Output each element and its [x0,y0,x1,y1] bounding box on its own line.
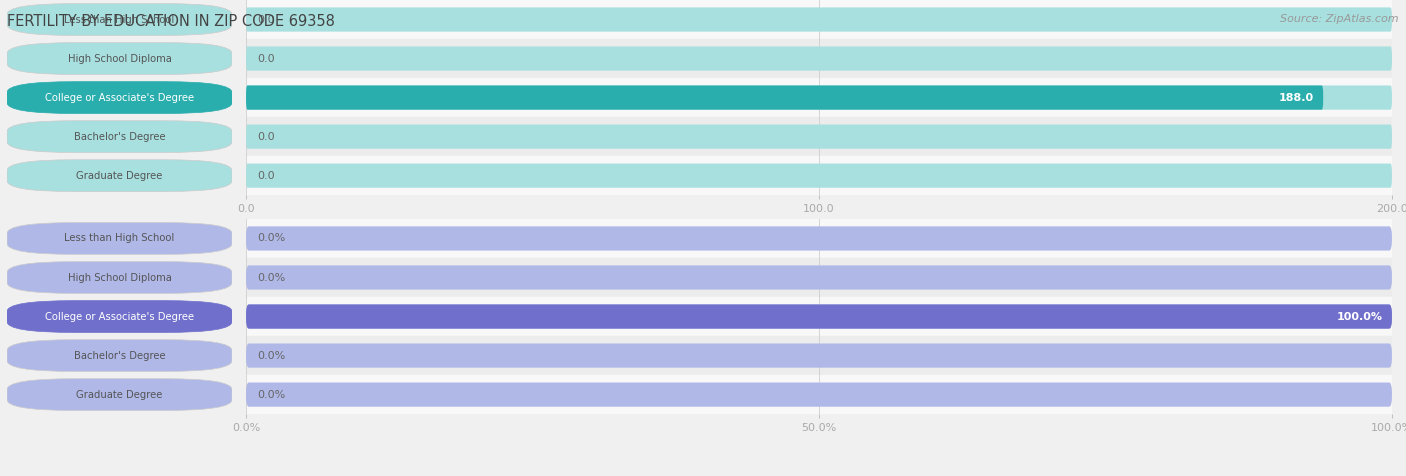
FancyBboxPatch shape [246,86,1323,109]
FancyBboxPatch shape [246,305,1392,328]
Text: College or Associate's Degree: College or Associate's Degree [45,92,194,103]
Text: 188.0: 188.0 [1279,92,1315,103]
Text: 0.0: 0.0 [257,131,276,142]
FancyBboxPatch shape [246,125,1392,149]
FancyBboxPatch shape [7,262,232,293]
Text: Graduate Degree: Graduate Degree [76,170,163,181]
Text: 0.0%: 0.0% [257,272,285,283]
FancyBboxPatch shape [246,86,1392,109]
Text: 0.0%: 0.0% [257,233,285,244]
Text: FERTILITY BY EDUCATION IN ZIP CODE 69358: FERTILITY BY EDUCATION IN ZIP CODE 69358 [7,14,335,30]
Text: Bachelor's Degree: Bachelor's Degree [73,350,166,361]
Bar [246,117,1392,156]
Text: 0.0%: 0.0% [257,350,285,361]
FancyBboxPatch shape [7,301,232,332]
Bar [246,156,1392,195]
FancyBboxPatch shape [7,82,232,113]
FancyBboxPatch shape [7,379,232,410]
Text: Less than High School: Less than High School [65,14,174,25]
Text: Graduate Degree: Graduate Degree [76,389,163,400]
Text: 0.0: 0.0 [257,53,276,64]
Text: Less than High School: Less than High School [65,233,174,244]
FancyBboxPatch shape [246,227,1392,250]
FancyBboxPatch shape [246,266,1392,289]
FancyBboxPatch shape [246,47,1392,70]
Bar [246,336,1392,375]
FancyBboxPatch shape [246,164,1392,188]
FancyBboxPatch shape [7,4,232,35]
FancyBboxPatch shape [7,160,232,191]
Bar [246,375,1392,414]
Text: 0.0%: 0.0% [257,389,285,400]
Bar [246,258,1392,297]
Text: Bachelor's Degree: Bachelor's Degree [73,131,166,142]
Text: 100.0%: 100.0% [1337,311,1382,322]
Text: High School Diploma: High School Diploma [67,272,172,283]
Bar [246,219,1392,258]
FancyBboxPatch shape [246,305,1392,328]
Text: Source: ZipAtlas.com: Source: ZipAtlas.com [1281,14,1399,24]
FancyBboxPatch shape [246,383,1392,407]
Text: High School Diploma: High School Diploma [67,53,172,64]
FancyBboxPatch shape [7,121,232,152]
Bar [246,39,1392,78]
Text: 0.0: 0.0 [257,170,276,181]
Bar [246,78,1392,117]
Bar [246,0,1392,39]
FancyBboxPatch shape [7,43,232,74]
Text: 0.0: 0.0 [257,14,276,25]
FancyBboxPatch shape [7,340,232,371]
Bar [246,297,1392,336]
FancyBboxPatch shape [7,223,232,254]
FancyBboxPatch shape [246,8,1392,31]
FancyBboxPatch shape [246,344,1392,367]
Text: College or Associate's Degree: College or Associate's Degree [45,311,194,322]
